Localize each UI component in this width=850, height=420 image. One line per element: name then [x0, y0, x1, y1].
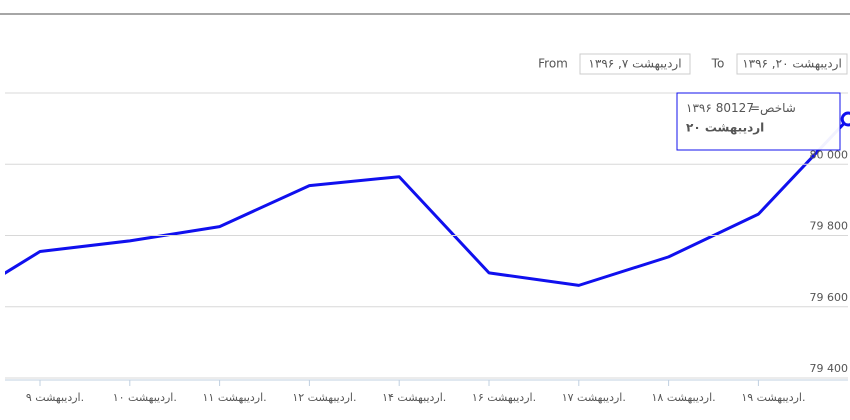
tooltip-date: اردیبهشت ۲۰	[686, 121, 764, 135]
x-tick-label: اردیبهشت ۱۶.	[472, 391, 536, 404]
x-tick-label: اردیبهشت ۱۷.	[562, 391, 626, 404]
tooltip-value: 80127	[716, 101, 754, 115]
tooltip: ۱۳۹۶شاخص=80127 اردیبهشت ۲۰	[676, 92, 841, 151]
x-tick-label: اردیبهشت ۱۹.	[741, 391, 805, 404]
from-label: From	[538, 57, 568, 71]
from-input[interactable]	[579, 53, 691, 75]
x-tick-label: اردیبهشت ۹.	[26, 391, 84, 404]
to-label: To	[711, 57, 725, 71]
y-tick-label: 79 600	[810, 291, 849, 304]
to-input[interactable]	[736, 53, 848, 75]
to-value: اردیبهشت ۲۰, ۱۳۹۶	[742, 57, 842, 72]
x-tick-label: اردیبهشت ۱۰.	[113, 391, 177, 404]
x-tick-label: اردیبهشت ۱۲.	[292, 391, 356, 404]
hover-marker	[840, 111, 850, 127]
plot	[5, 117, 850, 287]
tooltip-line: ۱۳۹۶شاخص=80127	[686, 101, 796, 116]
x-tick-label: اردیبهشت ۱۸.	[652, 391, 716, 404]
from-value: اردیبهشت ۷, ۱۳۹۶	[588, 57, 681, 72]
y-tick-label: 79 800	[810, 220, 849, 233]
series-line	[5, 117, 850, 287]
y-tick-label: 80 000	[810, 148, 849, 161]
tooltip-box	[676, 92, 841, 151]
x-tick-label: اردیبهشت ۱۴.	[382, 391, 446, 404]
y-tick-label: 79 400	[810, 362, 849, 375]
x-tick-label: اردیبهشت ۱۱.	[203, 391, 267, 404]
